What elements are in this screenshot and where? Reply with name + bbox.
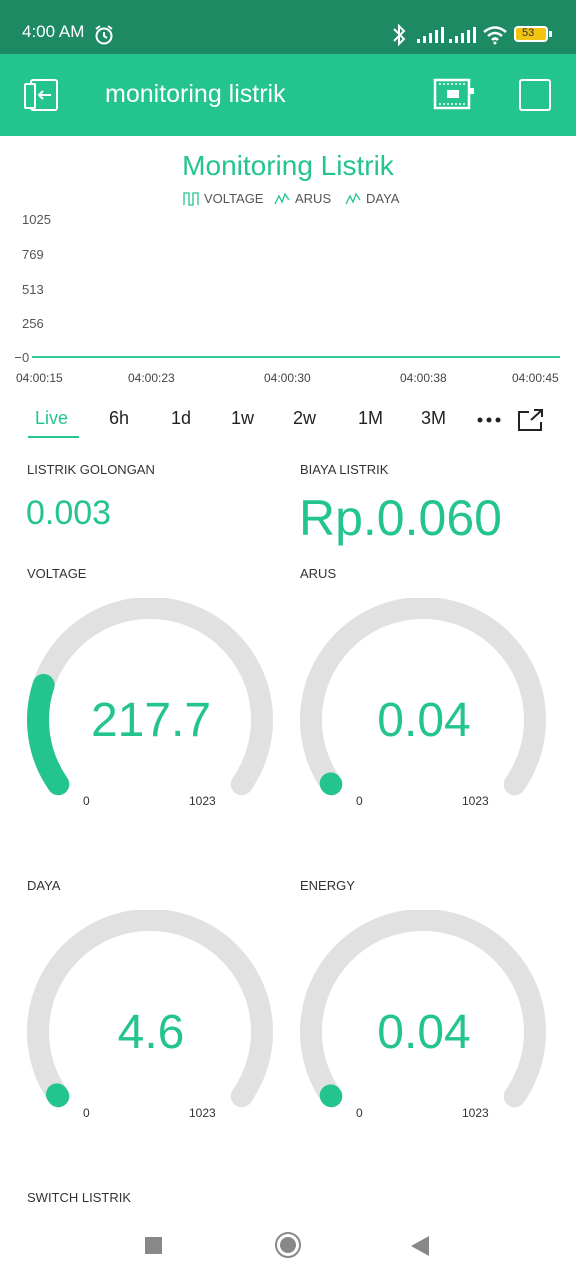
gauge-fill (319, 1084, 343, 1108)
range-tab-1w[interactable]: 1w (231, 408, 255, 428)
range-tab-1m[interactable]: 1M (358, 408, 384, 428)
battery-icon: 53 (514, 26, 548, 42)
switch-label: SWITCH LISTRIK (27, 1190, 132, 1205)
wifi-icon (483, 26, 507, 45)
legend-arus-icon (274, 192, 290, 204)
y-tick-label: 0 (22, 350, 30, 365)
range-tab-underline (28, 436, 79, 438)
gauge-label-energy: ENERGY (300, 878, 355, 893)
x-tick-label: 04:00:30 (264, 371, 311, 385)
x-tick-label: 04:00:15 (16, 371, 63, 385)
x-tick-label: 04:00:45 (512, 371, 559, 385)
range-tab-1d[interactable]: 1d (171, 408, 192, 428)
gauge-fill (27, 674, 70, 796)
x-tick-label: 04:00:38 (400, 371, 447, 385)
battery-tip (549, 31, 552, 37)
y-tick-label: 513 (22, 282, 44, 297)
y-zero-tick-mark (15, 357, 21, 358)
gauge-arc (27, 908, 273, 1108)
stop-button[interactable] (519, 79, 551, 111)
gauge-label-daya: DAYA (27, 878, 61, 893)
device-icon[interactable] (433, 78, 475, 110)
gauge-max: 1023 (462, 1106, 489, 1120)
gauge-fill (319, 772, 343, 796)
legend-arus: ARUS (274, 191, 331, 206)
chart-title: Monitoring Listrik (182, 150, 394, 181)
system-nav-bar (0, 1210, 576, 1280)
home-button[interactable] (275, 1232, 301, 1258)
biaya-label: BIAYA LISTRIK (300, 462, 389, 477)
status-bar: 4:00 AM 53 (0, 0, 576, 54)
app-bar: monitoring listrik (0, 54, 576, 136)
legend-voltage: VOLTAGE (183, 191, 263, 206)
back-button[interactable] (410, 1235, 430, 1257)
gauge-arc (27, 596, 273, 796)
chart-plot (32, 356, 560, 358)
recents-button[interactable] (145, 1237, 162, 1254)
gauge-energy: 0.04 0 1023 (299, 908, 559, 1150)
y-tick-label: 1025 (22, 212, 51, 227)
range-tab-6h[interactable]: 6h (109, 408, 130, 428)
biaya-value: Rp.0.060 (299, 490, 502, 546)
gauge-min: 0 (356, 794, 363, 808)
gauge-min: 0 (356, 1106, 363, 1120)
gauge-min: 0 (83, 1106, 90, 1120)
legend-daya-label: DAYA (366, 191, 400, 206)
page-title: monitoring listrik (105, 80, 286, 108)
gauge-arc (300, 908, 546, 1108)
more-icon[interactable] (477, 416, 501, 424)
battery-level: 53 (522, 27, 535, 39)
range-tab-2w[interactable]: 2w (293, 408, 317, 428)
bluetooth-icon (393, 23, 406, 47)
signal-icon-2 (449, 27, 476, 43)
gauge-voltage: 217.7 0 1023 (26, 596, 286, 838)
gauge-label-voltage: VOLTAGE (27, 566, 87, 581)
gauge-fill (46, 1083, 70, 1108)
alarm-icon (95, 25, 113, 45)
gauge-min: 0 (83, 794, 90, 808)
gauge-arus: 0.04 0 1023 (299, 596, 559, 838)
gauge-label-arus: ARUS (300, 566, 337, 581)
status-time: 4:00 AM (22, 22, 85, 41)
x-tick-label: 04:00:23 (128, 371, 175, 385)
expand-icon[interactable] (517, 408, 545, 432)
gauge-value: 0.04 (377, 1006, 471, 1059)
legend-voltage-label: VOLTAGE (204, 191, 264, 206)
golongan-label: LISTRIK GOLONGAN (27, 462, 155, 477)
gauge-value: 4.6 (117, 1006, 185, 1059)
gauge-max: 1023 (189, 1106, 216, 1120)
gauge-track (27, 908, 273, 1108)
y-tick-label: 256 (22, 316, 44, 331)
exit-icon[interactable] (23, 78, 61, 112)
legend-voltage-icon (183, 191, 199, 206)
y-tick-label: 769 (22, 247, 44, 262)
range-tab-3m[interactable]: 3M (421, 408, 447, 428)
gauge-value: 217.7 (90, 694, 212, 747)
gauge-max: 1023 (462, 794, 489, 808)
golongan-value: 0.003 (26, 494, 112, 532)
legend-daya-icon (345, 192, 361, 204)
legend-daya: DAYA (345, 191, 399, 206)
gauge-daya: 4.6 0 1023 (26, 908, 286, 1150)
gauge-track (300, 596, 546, 796)
gauge-max: 1023 (189, 794, 216, 808)
gauge-arc (300, 596, 546, 796)
signal-icon (417, 27, 444, 43)
gauge-track (300, 908, 546, 1108)
legend-arus-label: ARUS (295, 191, 332, 206)
gauge-value: 0.04 (377, 694, 471, 747)
home-button-inner (280, 1237, 296, 1253)
range-tab-live[interactable]: Live (35, 408, 69, 428)
